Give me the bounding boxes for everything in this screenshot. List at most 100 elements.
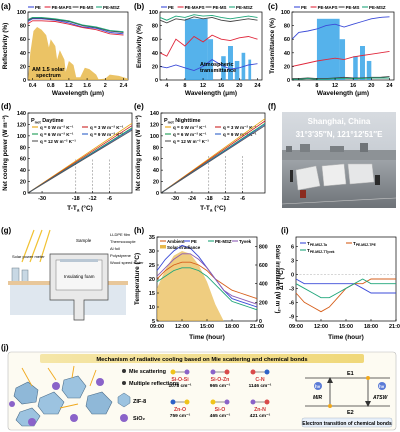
panel-c-series [291, 16, 390, 80]
panel-g-letter: (g) [1, 226, 12, 235]
panel-g: (g) Sample Solar power meter LLDPE film … [1, 226, 144, 321]
h-ytick-label: 20 [149, 277, 155, 283]
b-xtick-label: 4 [165, 83, 169, 89]
h-legend-entry: PE [191, 239, 197, 244]
h-series-4 [156, 253, 258, 305]
photon-in-icon [314, 382, 322, 390]
b-xtick-label: 8 [183, 83, 186, 89]
bullet-reflections: Multiple reflections [129, 381, 179, 387]
bond-atom-icon [184, 369, 190, 375]
panel-d-legend: q = 0 W m⁻² K⁻¹ q = 3 W m⁻² K⁻¹ q = 6 W m⁻… [32, 125, 124, 144]
atm-window-band [221, 56, 226, 80]
bond-name: C-N [255, 377, 264, 383]
i-xtick-label: 12:00 [314, 324, 328, 330]
bond-atom-icon [264, 369, 270, 375]
label-sample: Sample [76, 238, 92, 243]
bond-atom-icon [210, 399, 216, 405]
e-xtick-label: -30 [171, 196, 179, 202]
panel-j: (j) Mechanism of radiative cooling based… [1, 343, 397, 431]
e-xtick-label: -18 [205, 196, 213, 202]
bond-atom-icon [210, 369, 216, 375]
panel-b-xlabel: Wavelength (μm) [185, 90, 237, 97]
b-series-3 [159, 16, 258, 24]
d-ytick-label: 60 [20, 157, 26, 163]
energy-e1: E1 [347, 371, 354, 377]
i-xtick-label: 18:00 [364, 324, 378, 330]
i-series-1 [295, 278, 396, 294]
mie-scattering-illustration [9, 365, 113, 427]
panel-a: (a) PE PE-MAPS PE-MS PE-MSZ 0.4 0.8 1.2 1.6 2 2.… [1, 2, 129, 97]
mie-bullet-icon [122, 369, 126, 373]
panel-d-ylabel: Net cooling power (W m⁻²) [2, 115, 9, 191]
panel-c-letter: (c) [268, 2, 278, 11]
q-legend-entry: q = 6 W m⁻² K⁻¹ [40, 132, 74, 137]
d-ytick-label: 0 [23, 191, 26, 197]
atmospheric-window-fill-c [316, 18, 372, 80]
label-insulating-foam: Insulating foam [64, 274, 95, 279]
h-y2tick-label: 800 [259, 244, 268, 250]
b-series-1 [159, 59, 258, 71]
i-legend-entry: TPE-MSZ-Ta [307, 241, 327, 247]
a-xtick-label: 2.4 [120, 83, 129, 89]
c-xtick-label: 4 [297, 83, 301, 89]
d-series-5 [27, 129, 133, 194]
h-series-1 [156, 261, 258, 300]
solar-annotation-line2: spectrum [36, 73, 61, 79]
i-xtick-label: 21:00 [389, 324, 400, 330]
panel-h-ticks: 09:00 12:00 15:00 18:00 21:00 5 10 15 20 25 30 35 0 2… [149, 235, 268, 330]
h-ytick-label: 30 [149, 249, 155, 255]
panel-c-ylabel: Transmittance (%) [269, 18, 276, 74]
panel-i-xlabel: Time (hour) [328, 334, 364, 341]
d-xtick-label: -18 [72, 196, 80, 202]
i-ytick-label: -6 [289, 300, 294, 306]
a-ytick-label: 100 [17, 10, 26, 16]
q-legend-entry: q = 0 W m⁻² K⁻¹ [173, 125, 207, 130]
a-legend-entry: PE-MSZ [103, 5, 120, 10]
d-ytick-label: 100 [17, 134, 26, 140]
panel-c-legend: PE PE-MAPS PE-MS PE-MSZ [294, 5, 386, 10]
bond-name: Si-O [215, 407, 226, 413]
bond-atom-icon [250, 399, 256, 405]
panel-c-xlabel: Wavelength (μm) [317, 90, 369, 97]
e-ytick-label: 40 [153, 168, 159, 174]
panel-h-letter: (h) [134, 226, 145, 235]
bond-name: Si-O-Zn [211, 377, 230, 383]
panel-a-ticks: 0.4 0.8 1.2 1.6 2 2.4 0 20 40 60 80 100 [17, 10, 128, 89]
c-ytick-label: 40 [284, 51, 290, 57]
bond-name: Zn-N [254, 407, 266, 413]
panel-b-series [159, 14, 258, 71]
atm-window-band-c [366, 60, 372, 80]
b-ytick-label: 40 [152, 51, 158, 57]
h-legend-swatch [160, 245, 166, 249]
atm-window-band-c [360, 46, 365, 80]
atm-window-band [207, 39, 214, 80]
reflection-bullet-icon [122, 381, 126, 385]
panel-b: (b) PE PE-MAPS PE-MS PE-MSZ 4 8 12 16 20 24 0 20 40… [134, 2, 263, 97]
panel-e-series [160, 118, 266, 194]
hv-in-label: hv [315, 384, 321, 389]
panel-a-xlabel: Wavelength (μm) [52, 90, 104, 97]
panel-i-letter: (i) [281, 226, 289, 235]
c-xtick-label: 8 [315, 83, 318, 89]
hv-out-label: hv [379, 384, 385, 389]
h-y2tick-label: 200 [259, 300, 268, 306]
q-legend-entry: q = 0 W m⁻² K⁻¹ [40, 125, 74, 130]
mechanism-banner [40, 354, 364, 363]
panel-c-ticks: 4 8 12 16 20 24 0 20 40 60 80 100 [281, 10, 394, 89]
bond-wavenumber: 759 cm⁻¹ [170, 413, 191, 419]
panel-e-ylabel: Net cooling power (W m⁻²) [135, 115, 142, 191]
bond-atom-icon [170, 369, 176, 375]
a-legend-entry: PE-MAPS [52, 5, 72, 10]
bond-atom-icon [224, 399, 230, 405]
bond-wavenumber: 1078 cm⁻¹ [168, 383, 191, 389]
h-series-3 [156, 267, 258, 311]
h-xtick-label: 21:00 [250, 324, 264, 330]
h-y2tick-label: 600 [259, 263, 268, 269]
panel-b-ticks: 4 8 12 16 20 24 0 20 40 60 80 100 [149, 10, 262, 89]
e-ytick-label: 100 [150, 134, 159, 140]
a-xtick-label: 0.4 [29, 83, 38, 89]
bond-name: Zn-O [174, 407, 186, 413]
h-ytick-label: 15 [149, 291, 155, 297]
panel-d-letter: (d) [1, 102, 12, 111]
